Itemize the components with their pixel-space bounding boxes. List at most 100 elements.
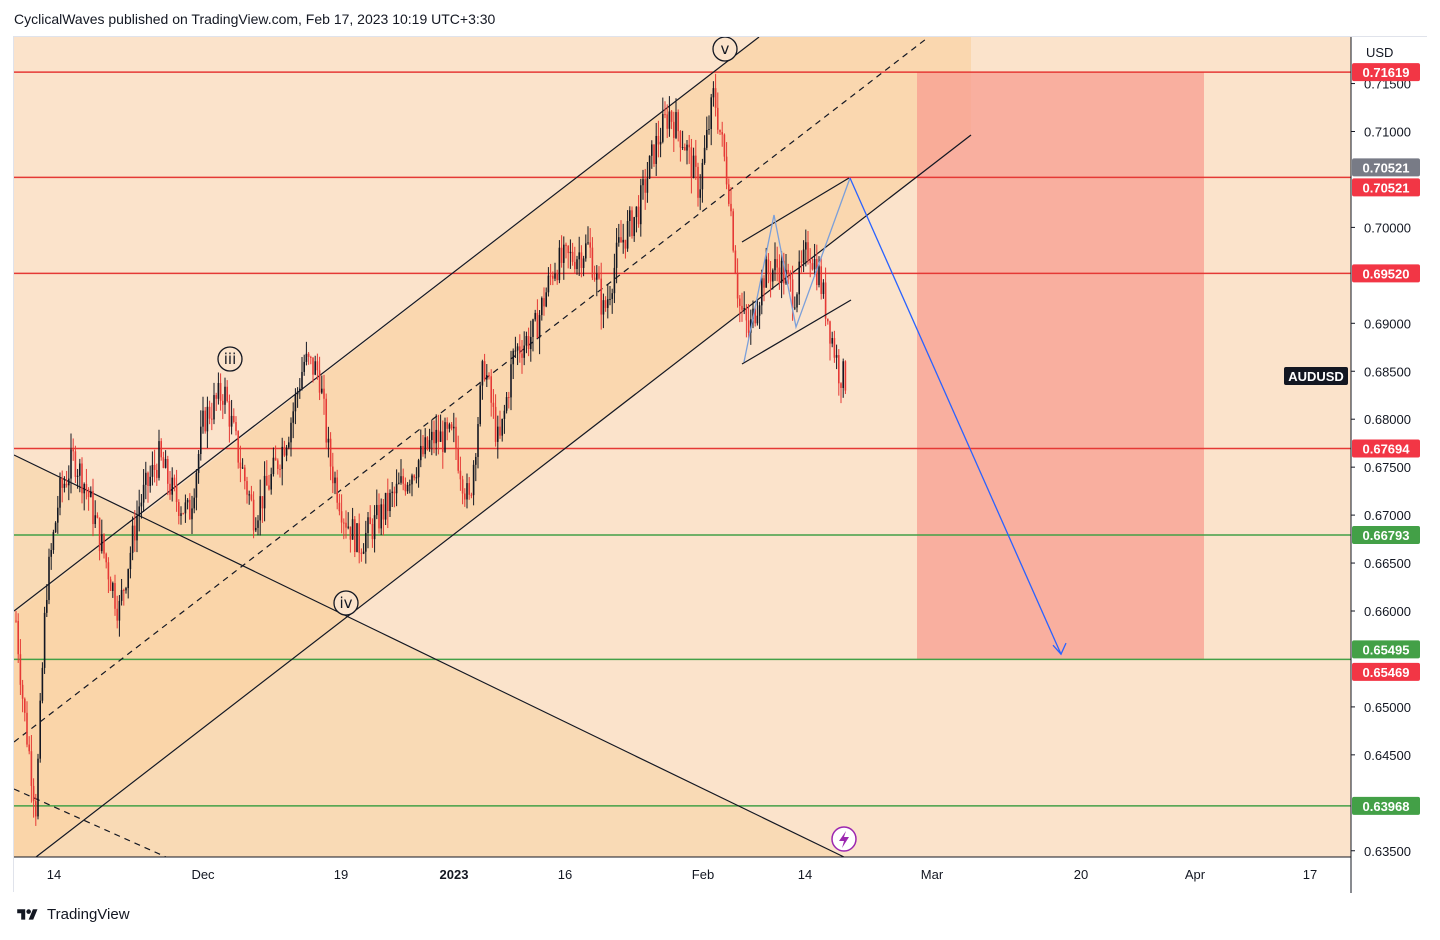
candle-body-178 <box>406 484 409 492</box>
candle-body-202 <box>459 470 462 480</box>
candle-body-151 <box>347 526 349 528</box>
candle-body-22 <box>63 483 66 488</box>
candle-body-53 <box>131 525 134 553</box>
candle-body-8 <box>32 785 35 802</box>
candle-body-159 <box>365 533 367 552</box>
candle-body-140 <box>323 388 325 399</box>
candle-body-270 <box>609 298 611 300</box>
wave-label-circle-iv <box>333 590 359 616</box>
candle-body-72 <box>173 477 176 486</box>
candle-body-375 <box>840 383 842 388</box>
candle-body-189 <box>431 431 433 441</box>
candle-body-297 <box>668 111 671 129</box>
candle-body-275 <box>620 237 622 243</box>
candle-body-78 <box>186 499 189 503</box>
candle-body-94 <box>222 400 224 405</box>
candle-body-369 <box>827 318 829 322</box>
short-position-box <box>917 72 1204 660</box>
candle-body-85 <box>202 410 204 427</box>
candle-body-328 <box>736 273 739 299</box>
candle-body-131 <box>303 361 305 372</box>
candle-body-57 <box>140 502 143 507</box>
candle-body-60 <box>147 472 149 486</box>
candle-body-215 <box>488 375 490 377</box>
candle-body-245 <box>554 273 556 279</box>
candle-body-207 <box>470 494 473 496</box>
y-tick-label-12: 0.63500 <box>1364 844 1411 859</box>
candle-body-95 <box>224 386 226 405</box>
candle-body-237 <box>536 312 539 338</box>
projection-arrow-head <box>1052 642 1067 656</box>
candle-body-9 <box>35 801 37 817</box>
candle-body-153 <box>351 519 354 540</box>
candle-body-243 <box>549 275 552 277</box>
candle-body-102 <box>239 462 242 469</box>
candle-body-352 <box>789 273 792 280</box>
candle-body-152 <box>349 526 352 540</box>
candle-body-359 <box>805 242 807 250</box>
candle-body-91 <box>215 395 217 399</box>
wave-label-iii: iii <box>224 350 237 368</box>
candle-body-132 <box>305 353 308 362</box>
candle-body-141 <box>325 398 327 443</box>
wave-label-v: v <box>721 40 730 58</box>
candle-body-361 <box>809 260 811 264</box>
candle-body-84 <box>200 426 202 454</box>
candle-body-42 <box>107 562 110 580</box>
candle-body-218 <box>494 406 497 442</box>
candle-body-6 <box>28 744 30 752</box>
wedge-upper-line <box>741 177 850 243</box>
candle-body-261 <box>589 242 591 248</box>
candle-body-147 <box>338 502 341 512</box>
candle-body-325 <box>730 203 732 212</box>
candle-body-184 <box>420 445 422 461</box>
candle-body-251 <box>567 246 569 254</box>
candle-body-315 <box>708 129 710 131</box>
candle-body-257 <box>580 252 583 268</box>
candle-body-197 <box>448 424 451 429</box>
candle-body-54 <box>134 525 136 541</box>
candle-body-223 <box>505 397 508 411</box>
candle-body-191 <box>435 429 437 444</box>
candle-body-130 <box>301 371 303 389</box>
candle-body-30 <box>81 463 83 494</box>
candle-body-77 <box>184 502 187 514</box>
y-tick-label-1: 0.71000 <box>1364 125 1411 140</box>
candle-body-269 <box>607 299 609 308</box>
candle-body-31 <box>83 483 85 494</box>
candle-body-305 <box>686 144 688 151</box>
candle-body-220 <box>499 426 501 436</box>
y-tick-label-7: 0.67000 <box>1364 508 1411 523</box>
candle-body-187 <box>426 437 429 449</box>
candle-body-281 <box>633 217 635 237</box>
candle-body-52 <box>129 552 132 570</box>
candle-body-93 <box>219 382 222 401</box>
candle-body-158 <box>362 551 365 554</box>
candle-body-304 <box>684 147 686 151</box>
publisher-line: CyclicalWaves published on TradingView.c… <box>14 11 496 27</box>
candle-body-293 <box>659 141 662 145</box>
candle-body-104 <box>244 467 246 482</box>
candle-body-219 <box>497 426 499 442</box>
candle-body-282 <box>635 206 638 218</box>
wedge-lower-line <box>741 299 852 365</box>
candle-body-170 <box>389 492 391 512</box>
candle-body-88 <box>208 406 211 419</box>
price-badge-4 <box>1352 439 1420 458</box>
candle-body-61 <box>149 476 151 486</box>
price-badge-8 <box>1352 796 1420 815</box>
candle-body-342 <box>767 259 770 274</box>
footer-brand[interactable]: TradingView <box>14 906 130 923</box>
candle-body-271 <box>611 293 613 299</box>
chart-frame[interactable]: iii iv v USD 0.71500 0.71000 0.70000 0.69000 0.6… <box>13 36 1428 893</box>
candle-body-320 <box>719 129 721 133</box>
x-tick-label-7: Mar <box>921 867 944 882</box>
candle-body-143 <box>329 438 332 467</box>
candle-body-13 <box>43 612 46 668</box>
candle-body-349 <box>783 260 785 284</box>
candle-body-18 <box>54 522 57 533</box>
candle-body-5 <box>26 712 28 745</box>
candle-body-276 <box>622 239 624 243</box>
candle-body-331 <box>743 308 745 310</box>
